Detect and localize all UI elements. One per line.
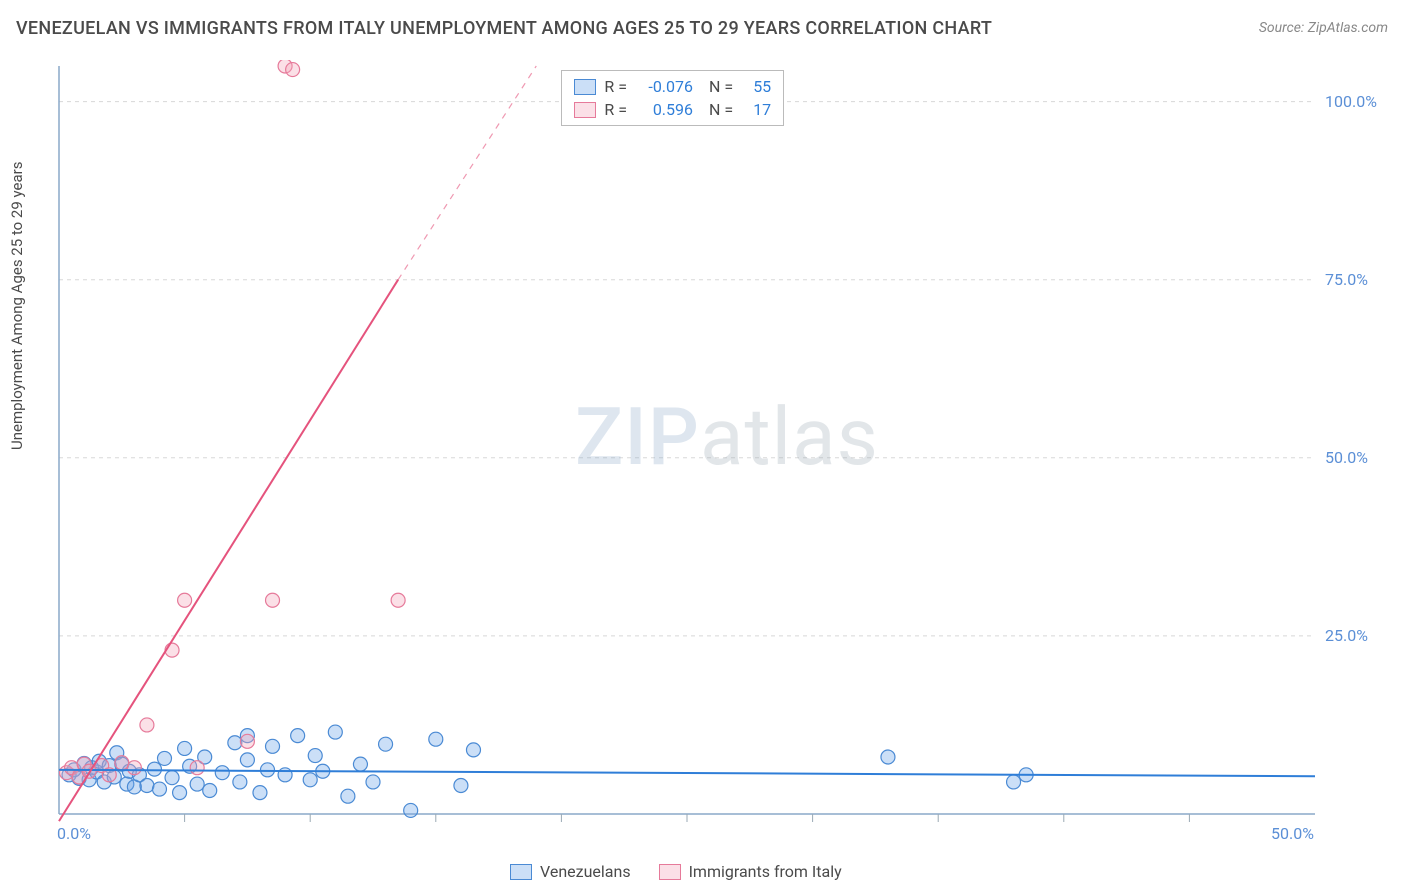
axis-tick-label: 100.0% [1325,92,1377,111]
legend-swatch [659,864,681,880]
source-attribution: Source: ZipAtlas.com [1259,20,1388,36]
axis-tick-label: 25.0% [1325,626,1368,645]
axis-tick-label: 75.0% [1325,270,1368,289]
series-swatch [574,102,596,118]
axis-tick-label: 50.0% [1325,448,1368,467]
axis-tick-label: 0.0% [57,824,91,843]
plot-area: ZIPatlas R =-0.076N =55R =0.596N =17 [55,60,1385,850]
series-swatch [574,79,596,95]
legend-item: Immigrants from Italy [659,862,842,881]
stat-r-value: 0.596 [635,100,693,119]
legend-label: Immigrants from Italy [689,862,842,881]
stat-r-value: -0.076 [635,77,693,96]
stat-n-label: N = [709,77,733,96]
correlation-stats-box: R = -0.076 N = 55 R = 0.596 N = 17 [561,70,784,126]
legend-item: Venezuelans [510,862,631,881]
stat-n-value: 17 [741,100,771,119]
y-axis-label: Unemployment Among Ages 25 to 29 years [8,162,26,450]
stat-r-label: R = [604,77,627,96]
stats-row: R = -0.076 N = 55 [562,75,783,98]
legend-swatch [510,864,532,880]
series-legend: Venezuelans Immigrants from Italy [510,862,842,881]
chart-svg [55,60,1385,850]
chart-title: VENEZUELAN VS IMMIGRANTS FROM ITALY UNEM… [16,18,992,39]
axis-tick-label: 50.0% [1271,824,1314,843]
stat-r-label: R = [604,100,627,119]
stat-n-value: 55 [741,77,771,96]
stat-n-label: N = [709,100,733,119]
stats-row: R = 0.596 N = 17 [562,98,783,121]
legend-label: Venezuelans [540,862,631,881]
